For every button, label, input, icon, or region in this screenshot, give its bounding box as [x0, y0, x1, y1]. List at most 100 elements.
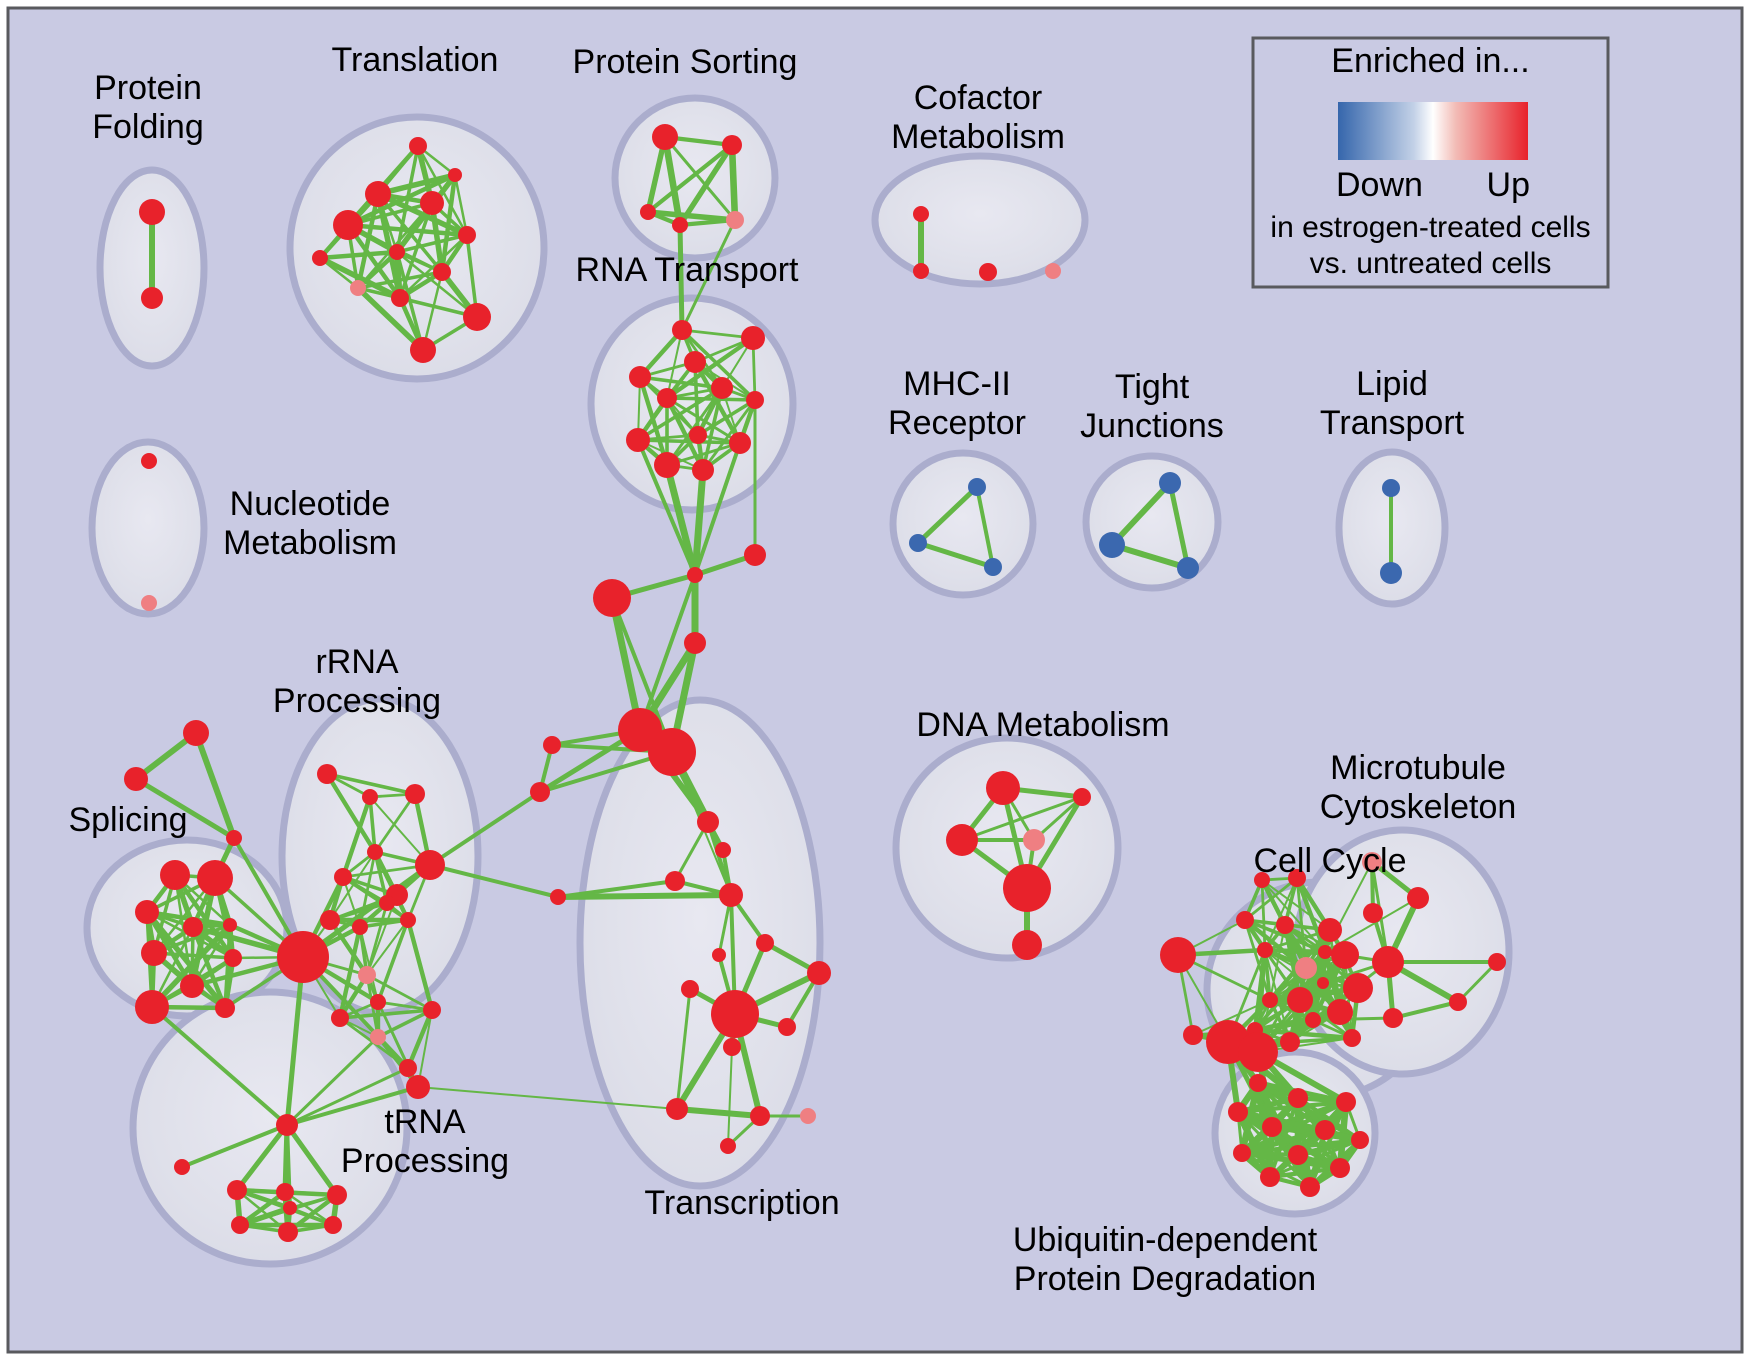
gene-set-node-rr1[interactable] [317, 764, 337, 784]
gene-set-node-hb1[interactable] [277, 931, 329, 983]
gene-set-node-sp2[interactable] [197, 860, 233, 896]
gene-set-node-tr6[interactable] [389, 244, 405, 260]
gene-set-node-lt2[interactable] [1380, 562, 1402, 584]
gene-set-node-mt4[interactable] [1372, 946, 1404, 978]
gene-set-node-rr9[interactable] [352, 919, 368, 935]
gene-set-node-cc2[interactable] [1183, 1025, 1203, 1045]
gene-set-node-rt8[interactable] [626, 428, 650, 452]
gene-set-node-ub6[interactable] [1315, 1120, 1335, 1140]
gene-set-node-tj2[interactable] [1099, 532, 1125, 558]
gene-set-node-ch2[interactable] [744, 544, 766, 566]
gene-set-node-pf2[interactable] [141, 287, 163, 309]
gene-set-node-ub12[interactable] [1300, 1177, 1320, 1197]
gene-set-node-tr1[interactable] [409, 137, 427, 155]
gene-set-node-tn2[interactable] [174, 1159, 190, 1175]
gene-set-node-rr6[interactable] [415, 850, 445, 880]
gene-set-node-tc16[interactable] [720, 1138, 736, 1154]
gene-set-node-ps2[interactable] [722, 135, 742, 155]
gene-set-node-mt2[interactable] [1407, 887, 1429, 909]
gene-set-node-rt5[interactable] [657, 388, 677, 408]
gene-set-node-pf1[interactable] [139, 199, 165, 225]
gene-set-node-lt1[interactable] [1382, 479, 1400, 497]
gene-set-node-tc8[interactable] [681, 980, 699, 998]
gene-set-node-mt3[interactable] [1363, 903, 1383, 923]
gene-set-node-rr11[interactable] [400, 912, 416, 928]
gene-set-node-rr10[interactable] [379, 895, 395, 911]
gene-set-node-ch6[interactable] [543, 736, 561, 754]
gene-set-node-tn7[interactable] [278, 1222, 298, 1242]
gene-set-node-ub11[interactable] [1260, 1167, 1280, 1187]
gene-set-node-tn1[interactable] [276, 1114, 298, 1136]
gene-set-node-tc10[interactable] [711, 990, 759, 1038]
gene-set-node-cf3[interactable] [979, 263, 997, 281]
gene-set-node-ch5[interactable] [648, 728, 696, 776]
gene-set-node-sp1[interactable] [160, 860, 190, 890]
gene-set-node-tr4[interactable] [420, 191, 444, 215]
gene-set-node-tc3[interactable] [665, 871, 685, 891]
gene-set-node-tn5[interactable] [327, 1185, 347, 1205]
gene-set-node-cc19[interactable] [1318, 945, 1332, 959]
gene-set-node-tc9[interactable] [807, 961, 831, 985]
gene-set-node-ub4[interactable] [1228, 1102, 1248, 1122]
gene-set-node-sp8[interactable] [135, 990, 169, 1024]
gene-set-node-st2[interactable] [124, 767, 148, 791]
gene-set-node-nm1[interactable] [141, 453, 157, 469]
gene-set-node-cc22[interactable] [1343, 1029, 1361, 1047]
gene-set-node-rr12[interactable] [331, 1009, 349, 1027]
gene-set-node-dm6[interactable] [1012, 930, 1042, 960]
gene-set-node-tc5[interactable] [550, 889, 566, 905]
gene-set-node-cc20[interactable] [1317, 977, 1329, 989]
gene-set-node-tc12[interactable] [723, 1038, 741, 1056]
gene-set-node-sp5[interactable] [223, 918, 237, 932]
gene-set-node-cc9[interactable] [1295, 957, 1317, 979]
gene-set-node-tr11[interactable] [410, 337, 436, 363]
gene-set-node-cc10[interactable] [1331, 941, 1359, 969]
gene-set-node-tn6[interactable] [231, 1216, 249, 1234]
gene-set-node-rr2[interactable] [362, 789, 378, 805]
gene-set-node-tr2[interactable] [365, 181, 391, 207]
gene-set-node-mt6[interactable] [1383, 1008, 1403, 1028]
gene-set-node-tr9[interactable] [391, 289, 409, 307]
gene-set-node-rr17[interactable] [399, 1059, 417, 1077]
gene-set-node-ps1[interactable] [652, 124, 678, 150]
gene-set-node-cf1[interactable] [913, 206, 929, 222]
gene-set-node-cc7[interactable] [1318, 918, 1342, 942]
gene-set-node-rt1[interactable] [672, 320, 692, 340]
gene-set-node-sp7[interactable] [224, 949, 242, 967]
gene-set-node-rt6[interactable] [711, 377, 733, 399]
gene-set-node-mt7[interactable] [1488, 953, 1506, 971]
gene-set-node-sp6[interactable] [141, 940, 167, 966]
gene-set-node-ch7[interactable] [530, 782, 550, 802]
gene-set-node-sp3[interactable] [135, 900, 159, 924]
gene-set-node-cc14[interactable] [1262, 992, 1278, 1008]
gene-set-node-cc5[interactable] [1236, 911, 1254, 929]
gene-set-node-rt11[interactable] [654, 452, 680, 478]
gene-set-node-tr10[interactable] [463, 303, 491, 331]
gene-set-node-cc21[interactable] [1305, 1012, 1321, 1028]
gene-set-node-cc3[interactable] [1254, 872, 1270, 888]
gene-set-node-cc18[interactable] [1238, 1032, 1278, 1072]
gene-set-node-sp4[interactable] [183, 917, 203, 937]
gene-set-node-tc6[interactable] [756, 934, 774, 952]
gene-set-node-cc11[interactable] [1343, 973, 1373, 1003]
gene-set-node-mh1[interactable] [968, 478, 986, 496]
gene-set-node-rr16[interactable] [370, 1029, 386, 1045]
gene-set-node-ub3[interactable] [1336, 1092, 1356, 1112]
gene-set-node-rr18[interactable] [406, 1075, 430, 1099]
gene-set-node-mt5[interactable] [1449, 993, 1467, 1011]
gene-set-node-rr3[interactable] [405, 784, 425, 804]
gene-set-node-cc12[interactable] [1327, 999, 1353, 1025]
gene-set-node-tc11[interactable] [778, 1018, 796, 1036]
gene-set-node-dm2[interactable] [1073, 788, 1091, 806]
gene-set-node-rr14[interactable] [423, 1001, 441, 1019]
gene-set-node-mh3[interactable] [984, 558, 1002, 576]
gene-set-node-tr12[interactable] [312, 250, 328, 266]
gene-set-node-cc6[interactable] [1276, 916, 1294, 934]
gene-set-node-ub5[interactable] [1262, 1117, 1282, 1137]
gene-set-node-dm1[interactable] [986, 771, 1020, 805]
gene-set-node-tn9[interactable] [283, 1201, 297, 1215]
gene-set-node-tn8[interactable] [324, 1216, 342, 1234]
gene-set-node-cc16[interactable] [1280, 1032, 1300, 1052]
gene-set-node-rt2[interactable] [741, 326, 765, 350]
gene-set-node-tc2[interactable] [715, 842, 731, 858]
